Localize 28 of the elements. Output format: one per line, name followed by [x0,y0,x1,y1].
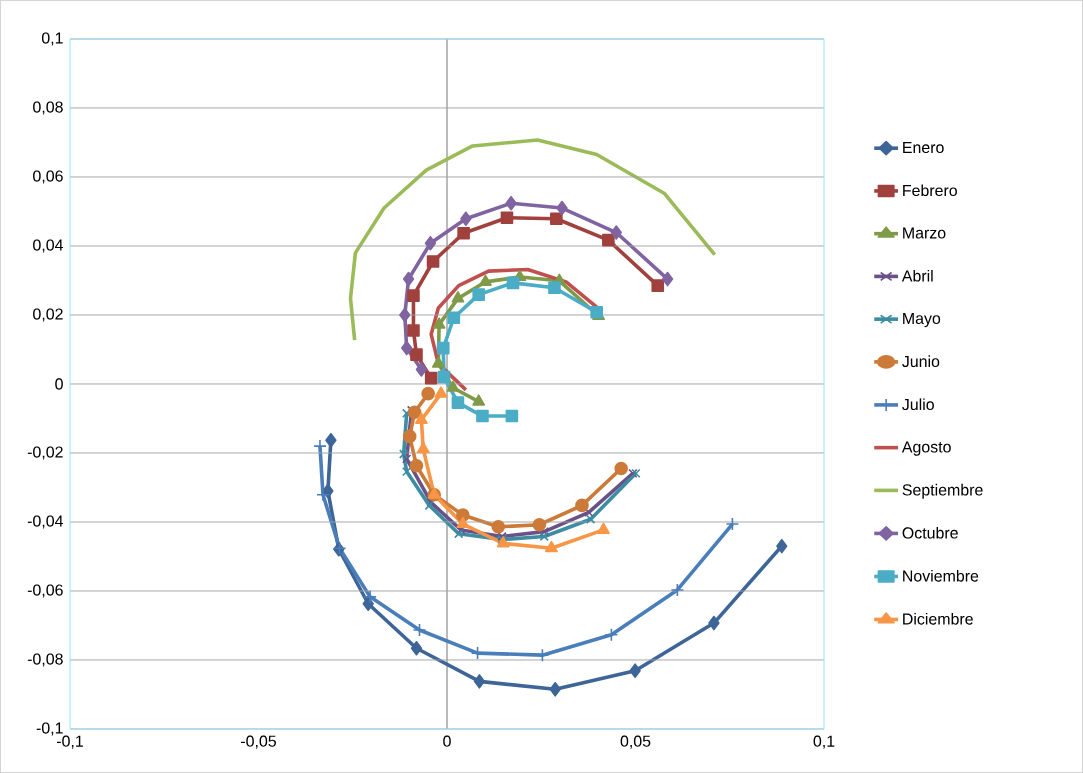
y-tick-label: -0,06 [27,584,63,598]
x-tick-label: -0,05 [241,735,276,749]
y-tick-label: -0,08 [27,653,63,667]
legend-label: Junio [902,355,940,368]
legend-label: Febrero [903,184,957,197]
y-tick-label: -0,1 [36,722,63,736]
x-tick-label: 0,1 [813,735,835,749]
y-tick-label: -0,04 [27,515,64,529]
y-tick-label: 0,02 [33,308,63,322]
y-tick-label: 0,08 [33,101,63,115]
x-tick-label: 0 [443,735,451,747]
y-tick-label: 0 [55,378,63,390]
y-tick-label: -0,02 [27,446,63,460]
y-tick-label: 0,06 [33,170,63,184]
x-tick-label: -0,1 [56,735,83,749]
legend-label: Enero [903,141,944,154]
legend-label: Diciembre [903,612,973,625]
x-tick-label: 0,05 [620,735,651,749]
legend-label: Abril [901,269,933,282]
legend-label: Julio [902,398,934,411]
legend-label: Noviembre [903,569,979,582]
legend-label: Marzo [903,227,946,239]
legend-label: Octubre [902,526,958,539]
legend-label: Septiembre [902,483,983,499]
y-tick-label: 0,1 [41,32,63,46]
y-tick-label: 0,04 [33,239,64,253]
legend-label: Agosto [901,441,951,456]
legend-label: Mayo [903,312,941,328]
